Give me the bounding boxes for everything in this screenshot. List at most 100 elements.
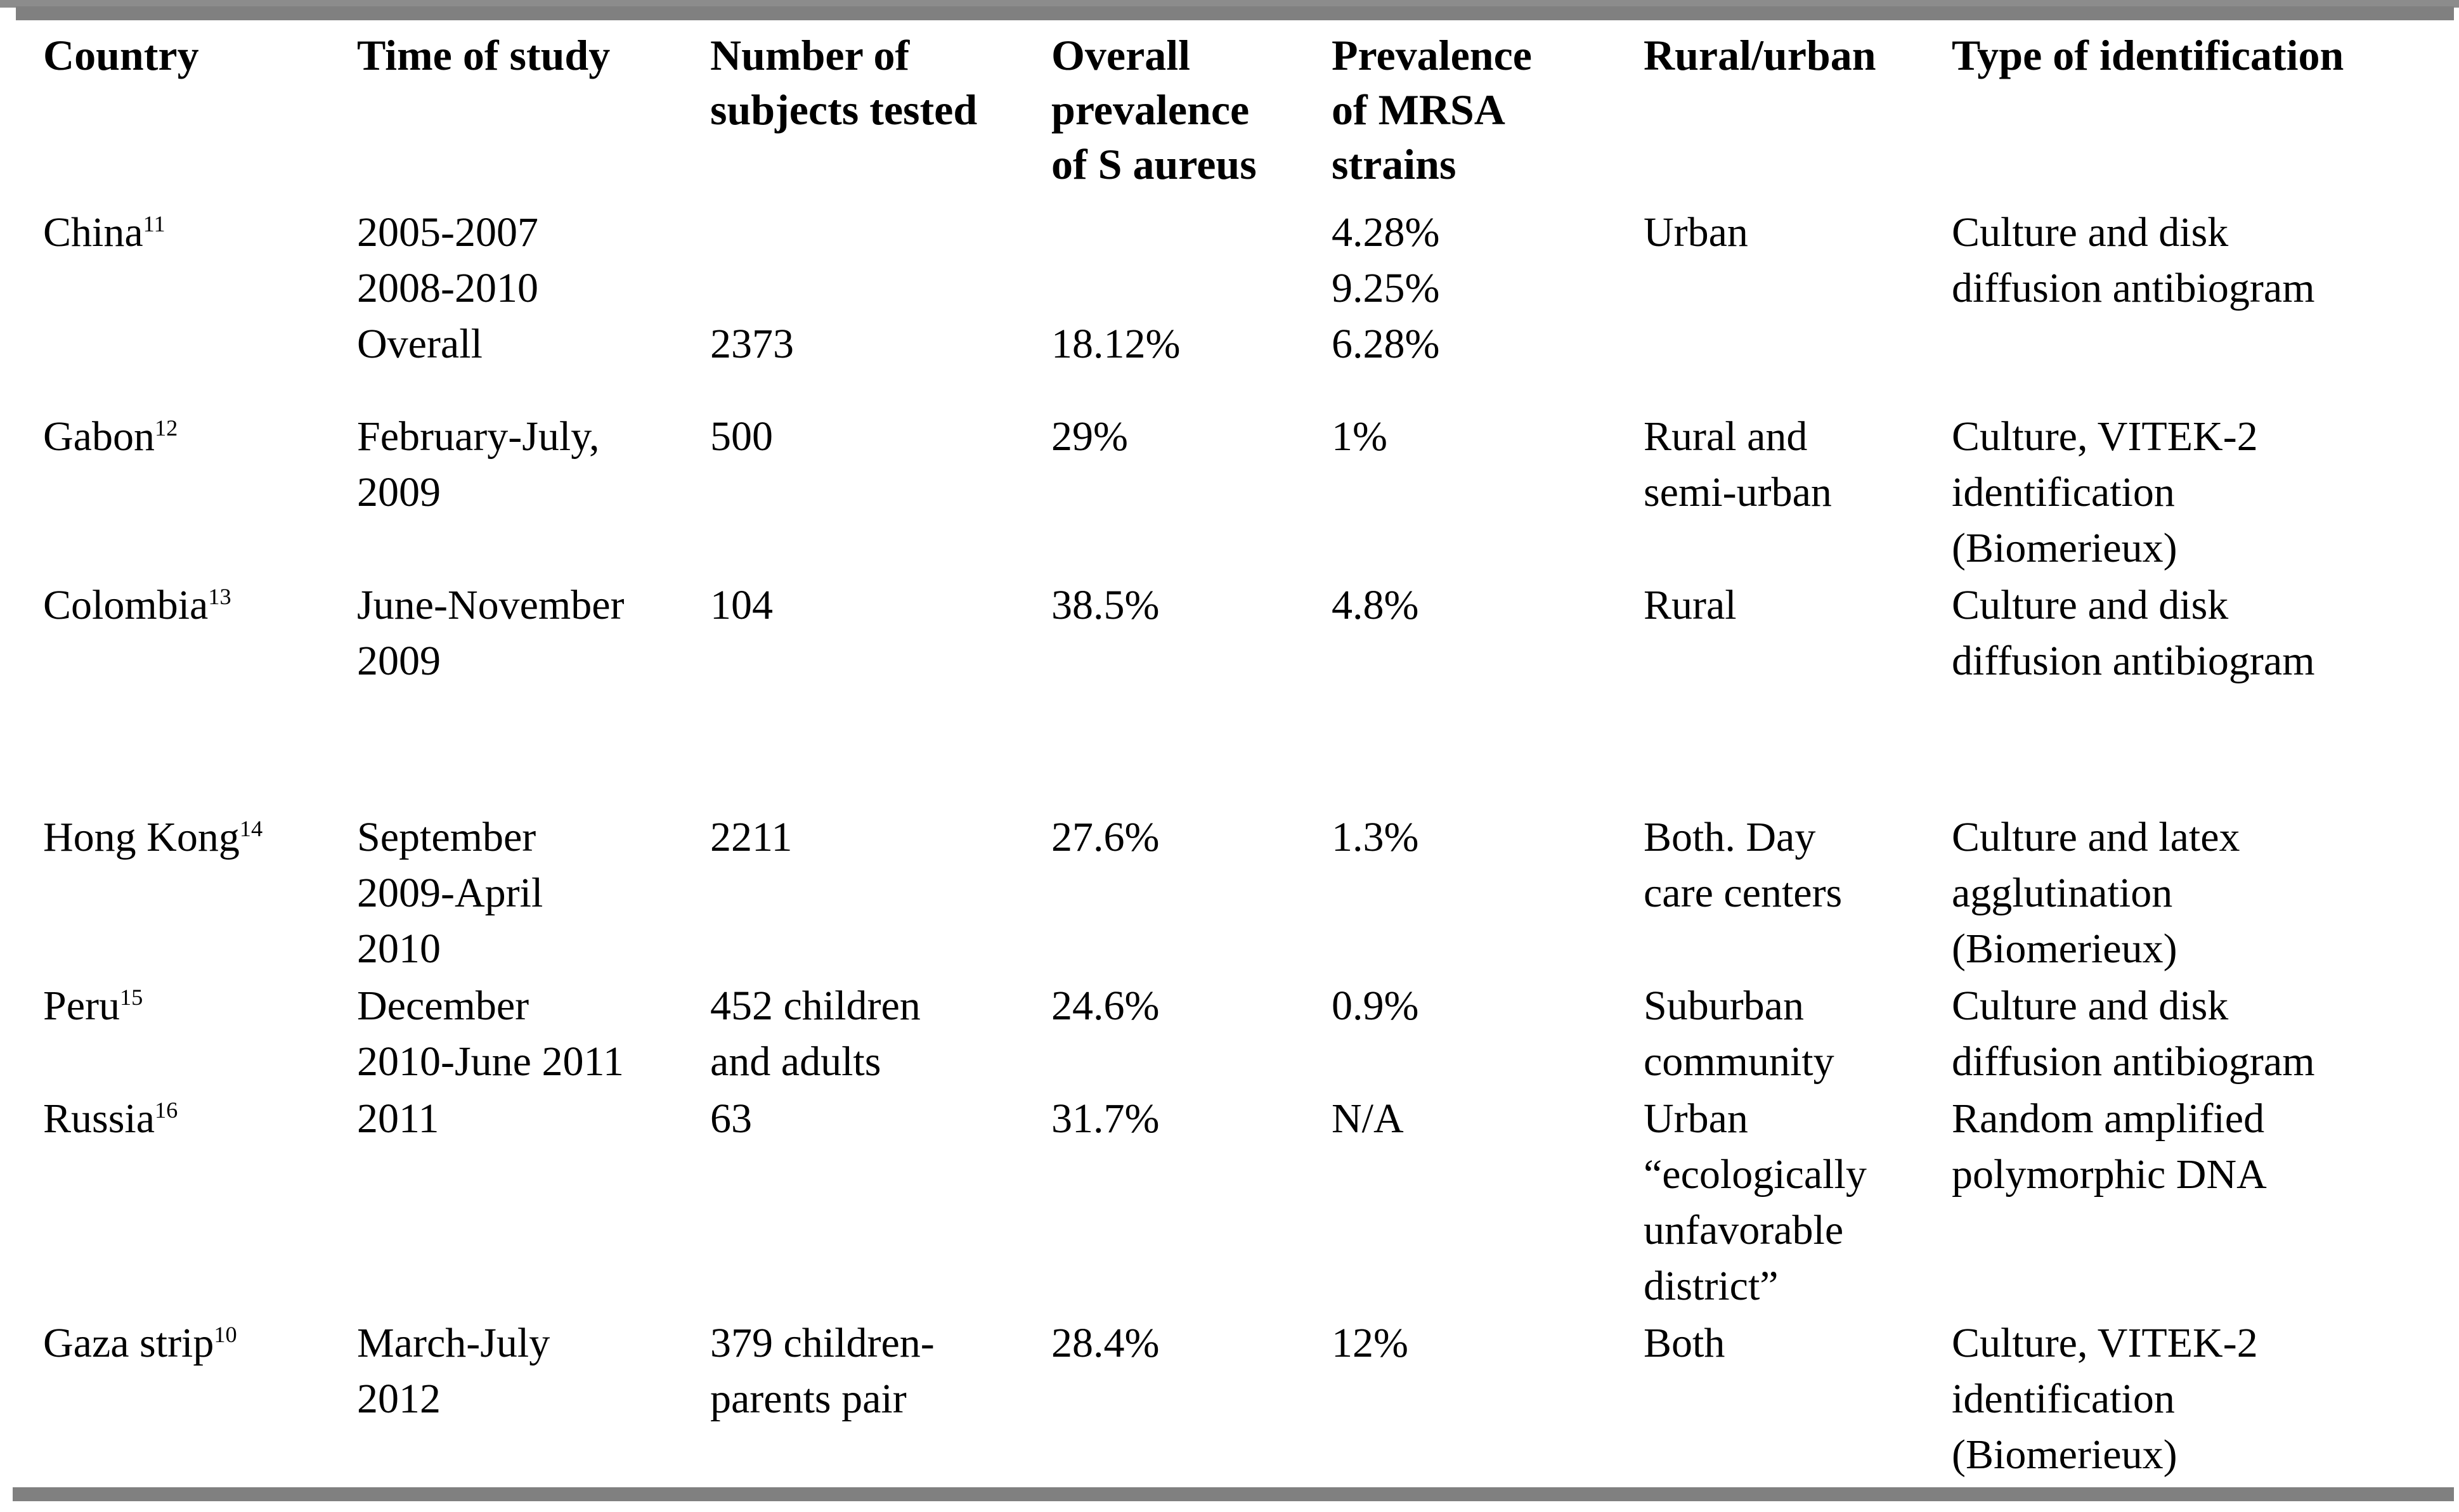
cell-overall: 18.12% [1051,205,1332,372]
cell-mrsa: 12% [1332,1315,1644,1483]
cell-country: Gabon12 [43,409,357,576]
table-header-row: Country Time of study Number of subjects te… [43,28,2459,191]
table-row-russia: Russia16 2011 63 31.7% N/A Urban “ecologically… [43,1091,2459,1314]
cell-country: Gaza strip10 [43,1315,357,1483]
table-header-rule [0,0,2459,8]
header-cell-type: Type of identification [1952,28,2459,191]
country-name: Colombia13 [43,578,357,633]
citation-ref: 13 [208,584,231,609]
cell-line-subjects-0: 2211 [710,814,793,860]
header-line-mrsa-1: of MRSA [1332,86,1505,134]
cell-line-subjects-1 [710,261,1051,316]
header-line-subjects-0: Number of [710,31,910,79]
cell-line-subjects-0 [710,205,1051,261]
cell-line-type-0: Culture and disk [1952,983,2229,1029]
cell-line-time-0: December [357,983,529,1029]
country-label: Colombia [43,582,209,628]
cell-line-rural-0: Both [1644,1320,1725,1366]
citation-ref: 12 [154,415,178,441]
citation-ref: 10 [214,1322,237,1347]
cell-rural: Both. Day care centers [1644,810,1952,977]
table-row-peru: Peru15 December 2010-June 2011 452 children… [43,978,2459,1090]
country-label: Gabon [43,413,155,460]
cell-subjects: 104 [710,578,1051,689]
header-cell-mrsa: Prevalence of MRSA strains [1332,28,1644,191]
cell-line-rural-1: semi-urban [1644,469,1832,515]
cell-line-rural-3: district” [1644,1263,1779,1309]
cell-line-mrsa-0: 1.3% [1332,814,1419,860]
cell-line-overall-0: 29% [1051,413,1128,460]
cell-line-overall-0 [1051,205,1332,261]
cell-line-time-1: 2008-2010 [357,265,538,311]
cell-subjects: 379 children-parents pair [710,1315,1051,1483]
cell-line-subjects-0: 63 [710,1095,752,1142]
header-line-overall-0: Overall [1051,31,1191,79]
cell-overall: 24.6% [1051,978,1332,1090]
cell-line-subjects-0: 452 children [710,983,921,1029]
header-line-overall-2: of S aureus [1051,140,1257,188]
cell-mrsa: 1.3% [1332,810,1644,977]
cell-line-overall-0: 27.6% [1051,814,1160,860]
cell-subjects: 2373 [710,205,1051,372]
cell-type: Culture, VITEK-2 identification (Biomerieu… [1952,1315,2459,1483]
cell-type: Culture and disk diffusion antibiogram [1952,578,2459,689]
country-name: Hong Kong14 [43,810,357,865]
cell-mrsa: 1% [1332,409,1644,576]
cell-line-mrsa-1: 9.25% [1332,265,1440,311]
cell-type: Random amplified polymorphic DNA [1952,1091,2459,1314]
header-grid-row: Country Time of study Number of subjects te… [43,28,2459,191]
country-name: Russia16 [43,1091,357,1147]
header-line-time-0: Time of study [357,31,611,79]
cell-line-time-0: 2011 [357,1095,439,1142]
cell-line-mrsa-0: 4.28% [1332,209,1440,255]
cell-line-type-0: Culture, VITEK-2 [1952,1320,2258,1366]
cell-subjects: 500 [710,409,1051,576]
cell-type: Culture and disk diffusion antibiogram [1952,978,2459,1090]
cell-line-type-1: agglutination [1952,870,2173,916]
cell-line-overall-0: 24.6% [1051,983,1160,1029]
cell-rural: Urban “ecologically unfavorable district” [1644,1091,1952,1314]
cell-time: September 2009-April 2010 [357,810,710,977]
country-label: Gaza strip [43,1320,214,1366]
cell-time: March-July 2012 [357,1315,710,1483]
cell-rural: Rural [1644,578,1952,689]
cell-type: Culture, VITEK-2 identification (Biomerieu… [1952,409,2459,576]
cell-line-time-0: September [357,814,536,860]
cell-country: China11 [43,205,357,372]
cell-rural: Rural and semi-urban [1644,409,1952,576]
table-row-hong-kong: Hong Kong14 September 2009-April 2010 2211 27… [43,810,2459,977]
cell-subjects: 2211 [710,810,1051,977]
cell-subjects: 63 [710,1091,1051,1314]
cell-line-rural-0: Rural and [1644,413,1808,460]
header-cell-overall: Overall prevalence of S aureus [1051,28,1332,191]
country-name: Peru15 [43,978,357,1034]
header-cell-subjects: Number of subjects tested [710,28,1051,191]
cell-line-overall-0: 28.4% [1051,1320,1160,1366]
cell-line-type-1: diffusion antibiogram [1952,1038,2315,1085]
cell-line-type-1: identification [1952,469,2175,515]
cell-country: Peru15 [43,978,357,1090]
table-row-gabon: Gabon12 February-July, 2009 500 29% 1% Rural a… [43,409,2459,576]
cell-time: February-July, 2009 [357,409,710,576]
cell-type: Culture and latex agglutination (Biomerieu… [1952,810,2459,977]
cell-line-time-2: Overall [357,321,483,367]
cell-overall: 31.7% [1051,1091,1332,1314]
cell-line-time-1: 2009-April [357,870,543,916]
cell-time: June-November 2009 [357,578,710,689]
cell-overall: 28.4% [1051,1315,1332,1483]
cell-time: 2011 [357,1091,710,1314]
citation-ref: 14 [239,816,263,841]
cell-line-time-1: 2010-June 2011 [357,1038,625,1085]
header-line-type-0: Type of identification [1952,31,2344,79]
cell-line-time-1: 2012 [357,1376,441,1422]
citation-ref: 15 [119,985,143,1010]
table-body: China11 2005-2007 2008-2010 Overall 2373 18… [43,205,2459,1484]
cell-line-mrsa-0: 1% [1332,413,1387,460]
table-row-china: China11 2005-2007 2008-2010 Overall 2373 18… [43,205,2459,372]
cell-line-type-1: diffusion antibiogram [1952,638,2315,684]
cell-line-rural-0: Suburban [1644,983,1804,1029]
cell-line-overall-0: 38.5% [1051,582,1160,628]
cell-line-type-1: identification [1952,1376,2175,1422]
cell-line-type-2: (Biomerieux) [1952,926,2177,972]
